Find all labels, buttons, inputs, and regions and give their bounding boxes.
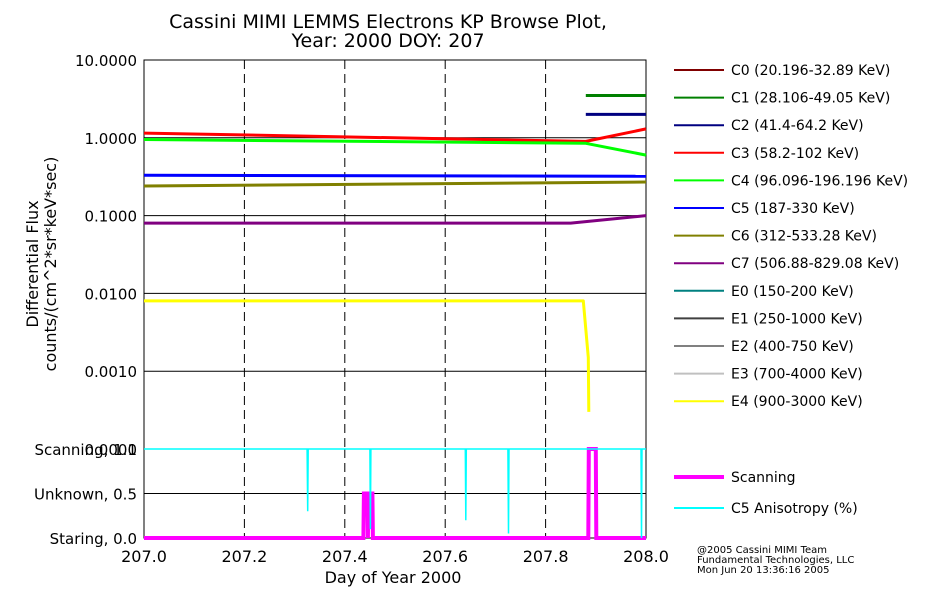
mode-panel-series xyxy=(144,447,646,540)
flux-y-tick-label: 0.0010 xyxy=(85,363,138,381)
x-tick-label: 207.6 xyxy=(422,547,468,566)
flux-panel-series xyxy=(143,94,647,412)
x-tick-label: 207.4 xyxy=(322,547,368,566)
flux-y-tick-label: 0.1000 xyxy=(85,208,138,226)
credit-line-1: @2005 Cassini MIMI Team xyxy=(697,545,827,556)
legend-label-C7: C7 (506.88-829.08 KeV) xyxy=(731,256,899,272)
legend-label-C6: C6 (312-533.28 KeV) xyxy=(731,229,877,245)
legend-label-C3: C3 (58.2-102 KeV) xyxy=(731,146,859,162)
flux-series-line-E4 xyxy=(144,299,591,412)
x-tick-label: 207.2 xyxy=(221,547,267,566)
flux-panel-frame xyxy=(143,59,647,450)
legend-label-C0: C0 (20.196-32.89 KeV) xyxy=(731,63,890,79)
legend-label-C2: C2 (41.4-64.2 KeV) xyxy=(731,118,864,134)
flux-panel-y-tick-labels: 10.0000 1.0000 0.1000 0.0100 0.0010 0.0001 xyxy=(75,52,137,459)
x-tick-label: 208.0 xyxy=(623,547,669,566)
legend-label-E3: E3 (700-4000 KeV) xyxy=(731,367,863,383)
mode-legend: Scanning C5 Anisotropy (%) xyxy=(674,470,858,517)
legend-label-scanning: Scanning xyxy=(731,470,796,486)
flux-panel-y-axis-label: Differential Flux xyxy=(23,200,42,327)
x-tick-label: 207.0 xyxy=(121,547,167,566)
x-tick-label: 207.8 xyxy=(523,547,569,566)
flux-series-line-C3 xyxy=(143,127,647,143)
legend-label-C4: C4 (96.096-196.196 KeV) xyxy=(731,173,908,189)
flux-y-tick-label: 1.0000 xyxy=(85,130,138,148)
x-axis-tick-labels: 207.0 207.2 207.4 207.6 207.8 208.0 xyxy=(121,547,669,566)
flux-legend: C0 (20.196-32.89 KeV) C1 (28.106-49.05 Ke… xyxy=(674,63,908,410)
flux-y-tick-label: 0.0001 xyxy=(85,441,138,459)
flux-series-line-C4 xyxy=(143,138,647,157)
legend-label-anisotropy: C5 Anisotropy (%) xyxy=(731,501,858,517)
flux-series-line-C5 xyxy=(143,173,647,178)
legend-label-E0: E0 (150-200 KeV) xyxy=(731,284,854,300)
mode-y-tick-label: Scanning, 1.0 xyxy=(34,441,137,459)
flux-panel-y-axis-label-units: counts/(cm^2*sr*keV*sec) xyxy=(41,157,60,372)
legend-label-E2: E2 (400-750 KeV) xyxy=(731,339,854,355)
flux-series-line-C6 xyxy=(143,180,647,188)
chart-title: Cassini MIMI LEMMS Electrons KP Browse P… xyxy=(169,11,607,33)
flux-y-tick-label: 10.0000 xyxy=(75,52,137,70)
chart-subtitle: Year: 2000 DOY: 207 xyxy=(290,30,484,52)
anisotropy-series-line xyxy=(144,448,646,539)
legend-label-E1: E1 (250-1000 KeV) xyxy=(731,311,863,327)
legend-label-C5: C5 (187-330 KeV) xyxy=(731,201,855,217)
mode-y-tick-label: Staring, 0.0 xyxy=(50,530,137,548)
credit-line-3: Mon Jun 20 13:36:16 2005 xyxy=(697,565,830,576)
mode-y-tick-label: Unknown, 0.5 xyxy=(34,486,137,504)
flux-y-tick-label: 0.0100 xyxy=(85,285,138,303)
legend-label-E4: E4 (900-3000 KeV) xyxy=(731,394,863,410)
flux-series-line-C7 xyxy=(144,214,647,225)
flux-panel-grid xyxy=(143,59,647,450)
x-axis-label: Day of Year 2000 xyxy=(325,568,462,587)
mode-panel-y-tick-labels: Staring, 0.0 Unknown, 0.5 Scanning, 1.0 xyxy=(34,441,137,548)
mode-panel-grid xyxy=(143,448,647,539)
credit-line-2: Fundamental Technologies, LLC xyxy=(697,555,855,566)
legend-label-C1: C1 (28.106-49.05 KeV) xyxy=(731,91,890,107)
